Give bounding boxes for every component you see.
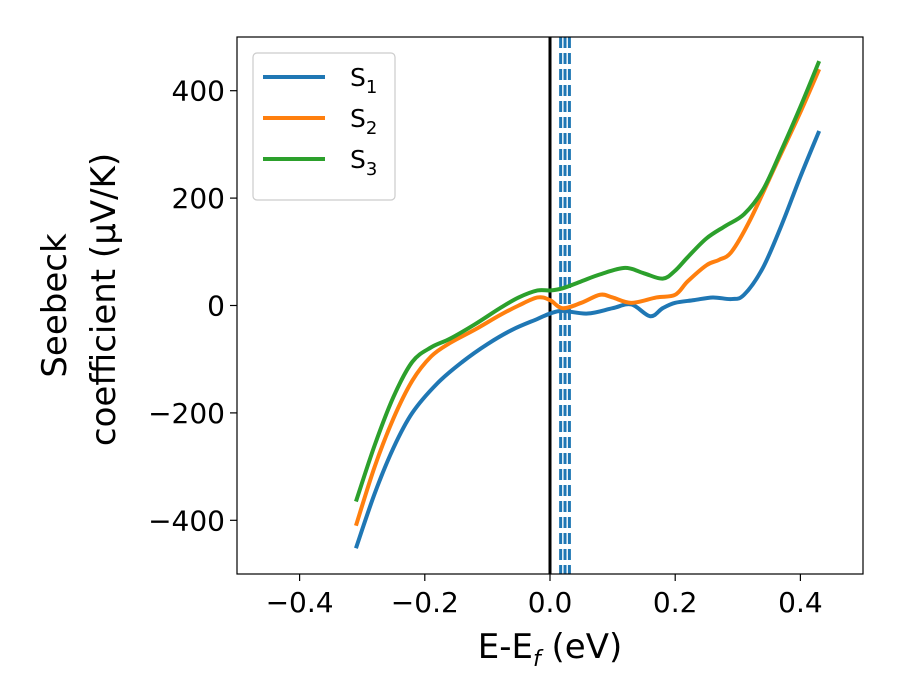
x-axis-label-sub: f	[533, 647, 544, 672]
legend-box	[252, 52, 396, 201]
vertical-lines	[548, 37, 571, 574]
x-tick-label: 0.2	[653, 586, 698, 619]
legend-label-s2: S2	[350, 104, 377, 139]
series-line-s3	[354, 60, 822, 503]
series-line-s2	[354, 68, 822, 527]
x-tick-label: −0.4	[266, 586, 334, 619]
series-line-s1	[354, 130, 822, 549]
x-tick-label: −0.2	[391, 586, 459, 619]
y-axis-label-line1: Seebeck	[35, 233, 75, 378]
x-ticks: −0.4 −0.2 0.0 0.2 0.4	[266, 574, 823, 619]
y-tick-label: 200	[172, 182, 225, 215]
x-axis-label: E-Ef (eV)	[478, 627, 623, 672]
x-tick-label: 0.0	[528, 586, 573, 619]
y-ticks: −400 −200 0 200 400	[148, 75, 237, 537]
y-axis-label-line2: coefficient (μV/K)	[84, 153, 124, 446]
y-tick-label: −200	[148, 397, 225, 430]
legend: S1 S2 S3	[252, 52, 396, 201]
x-tick-label: 0.4	[778, 586, 823, 619]
legend-label-s3: S3	[350, 145, 377, 180]
legend-label-s1: S1	[350, 63, 377, 98]
series-lines	[354, 60, 822, 549]
y-tick-label: 400	[172, 75, 225, 108]
x-axis-label-main: E-E	[478, 627, 533, 667]
y-tick-label: −400	[148, 504, 225, 537]
x-axis-label-unit: (eV)	[541, 627, 623, 667]
y-tick-label: 0	[207, 290, 225, 323]
